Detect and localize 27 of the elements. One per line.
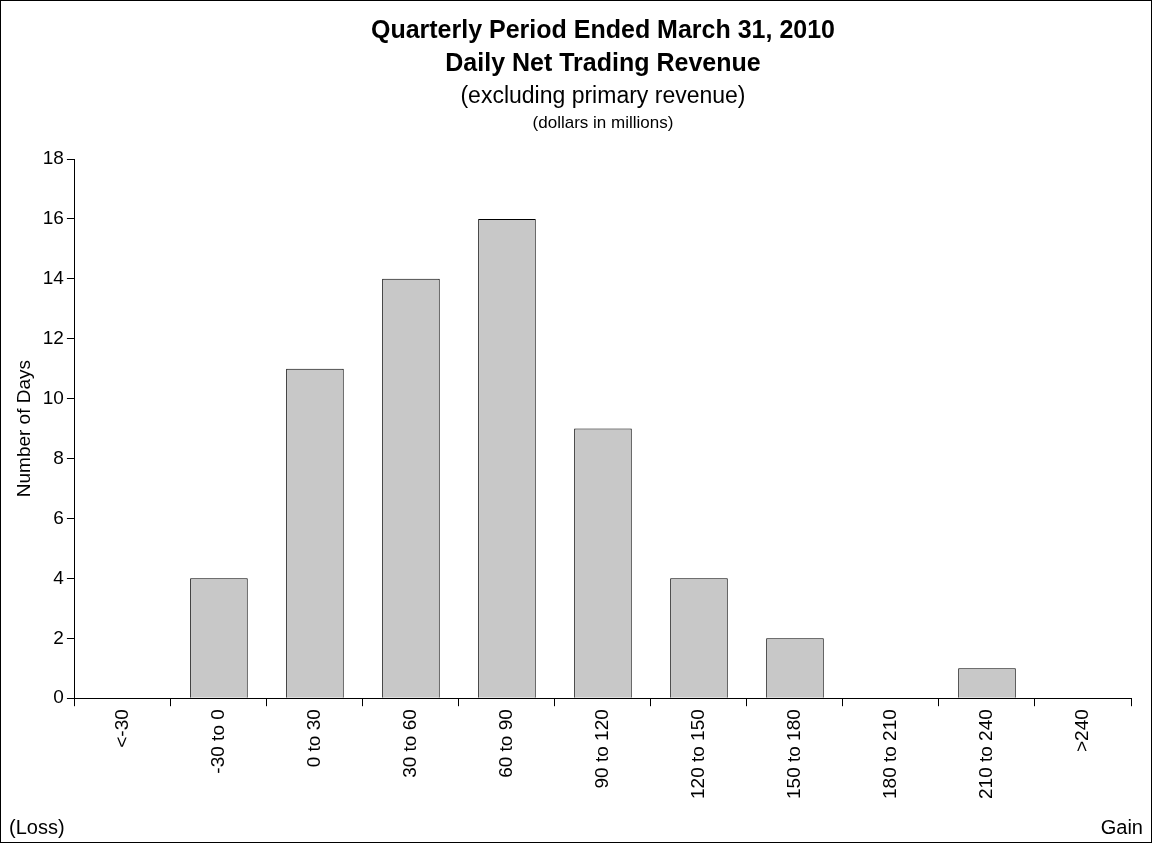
x-tick-label: 210 to 240	[975, 709, 997, 800]
chart-subtitle: (excluding primary revenue)	[460, 82, 746, 109]
y-tick-label: 10	[42, 386, 64, 408]
y-tick-label: 12	[42, 326, 64, 348]
y-tick-label: 16	[42, 207, 64, 229]
chart-title: Quarterly Period Ended March 31, 2010 Daily Net Trading Revenue	[370, 14, 836, 76]
text: Gain	[1100, 815, 1143, 838]
x-tick-label: >240	[1071, 709, 1093, 752]
text: (dollars in millions)	[532, 112, 674, 132]
y-axis-title: Number of Days	[12, 359, 34, 498]
x-tick-label: -30 to 0	[207, 709, 229, 774]
x-tick-label: 0 to 30	[303, 709, 325, 768]
y-tick-label: 8	[53, 446, 64, 468]
y-tick-label: 6	[53, 506, 64, 528]
y-tick-label: 4	[53, 566, 65, 588]
y-tick-label: 2	[53, 626, 64, 648]
text: (Loss)	[9, 815, 65, 838]
x-tick-label: 180 to 210	[879, 709, 901, 800]
x-tick-label: 30 to 60	[399, 709, 421, 778]
x-tick-label: <-30	[111, 709, 133, 748]
x-tick-label: 90 to 120	[591, 709, 613, 789]
x-tick-label: 150 to 180	[783, 709, 805, 800]
x-tick-label: 120 to 150	[687, 709, 709, 800]
x-tick-label: 60 to 90	[495, 709, 517, 778]
y-tick-label: 14	[42, 267, 65, 289]
y-tick-label: 18	[42, 147, 64, 169]
y-tick-label: 0	[53, 686, 64, 708]
